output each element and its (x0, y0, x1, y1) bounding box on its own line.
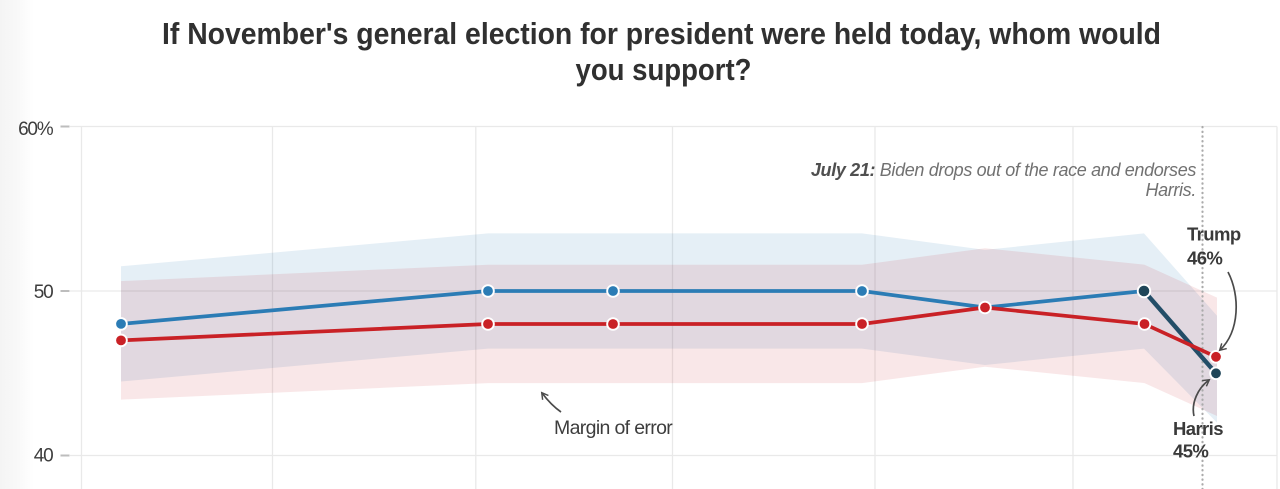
svg-text:40: 40 (34, 446, 53, 467)
svg-text:July 21: Biden drops out of th: July 21: Biden drops out of the race and… (811, 160, 1196, 180)
svg-text:Harris: Harris (1173, 418, 1223, 439)
svg-text:you support?: you support? (576, 52, 752, 87)
svg-text:60%: 60% (18, 119, 54, 140)
svg-text:50: 50 (34, 282, 53, 303)
svg-text:Harris.: Harris. (1145, 180, 1196, 200)
svg-text:Margin of error: Margin of error (554, 417, 673, 439)
svg-text:45%: 45% (1173, 441, 1208, 462)
svg-text:Trump: Trump (1187, 224, 1241, 245)
svg-text:46%: 46% (1187, 248, 1222, 269)
svg-text:If November's general election: If November's general election for presi… (162, 16, 1161, 51)
